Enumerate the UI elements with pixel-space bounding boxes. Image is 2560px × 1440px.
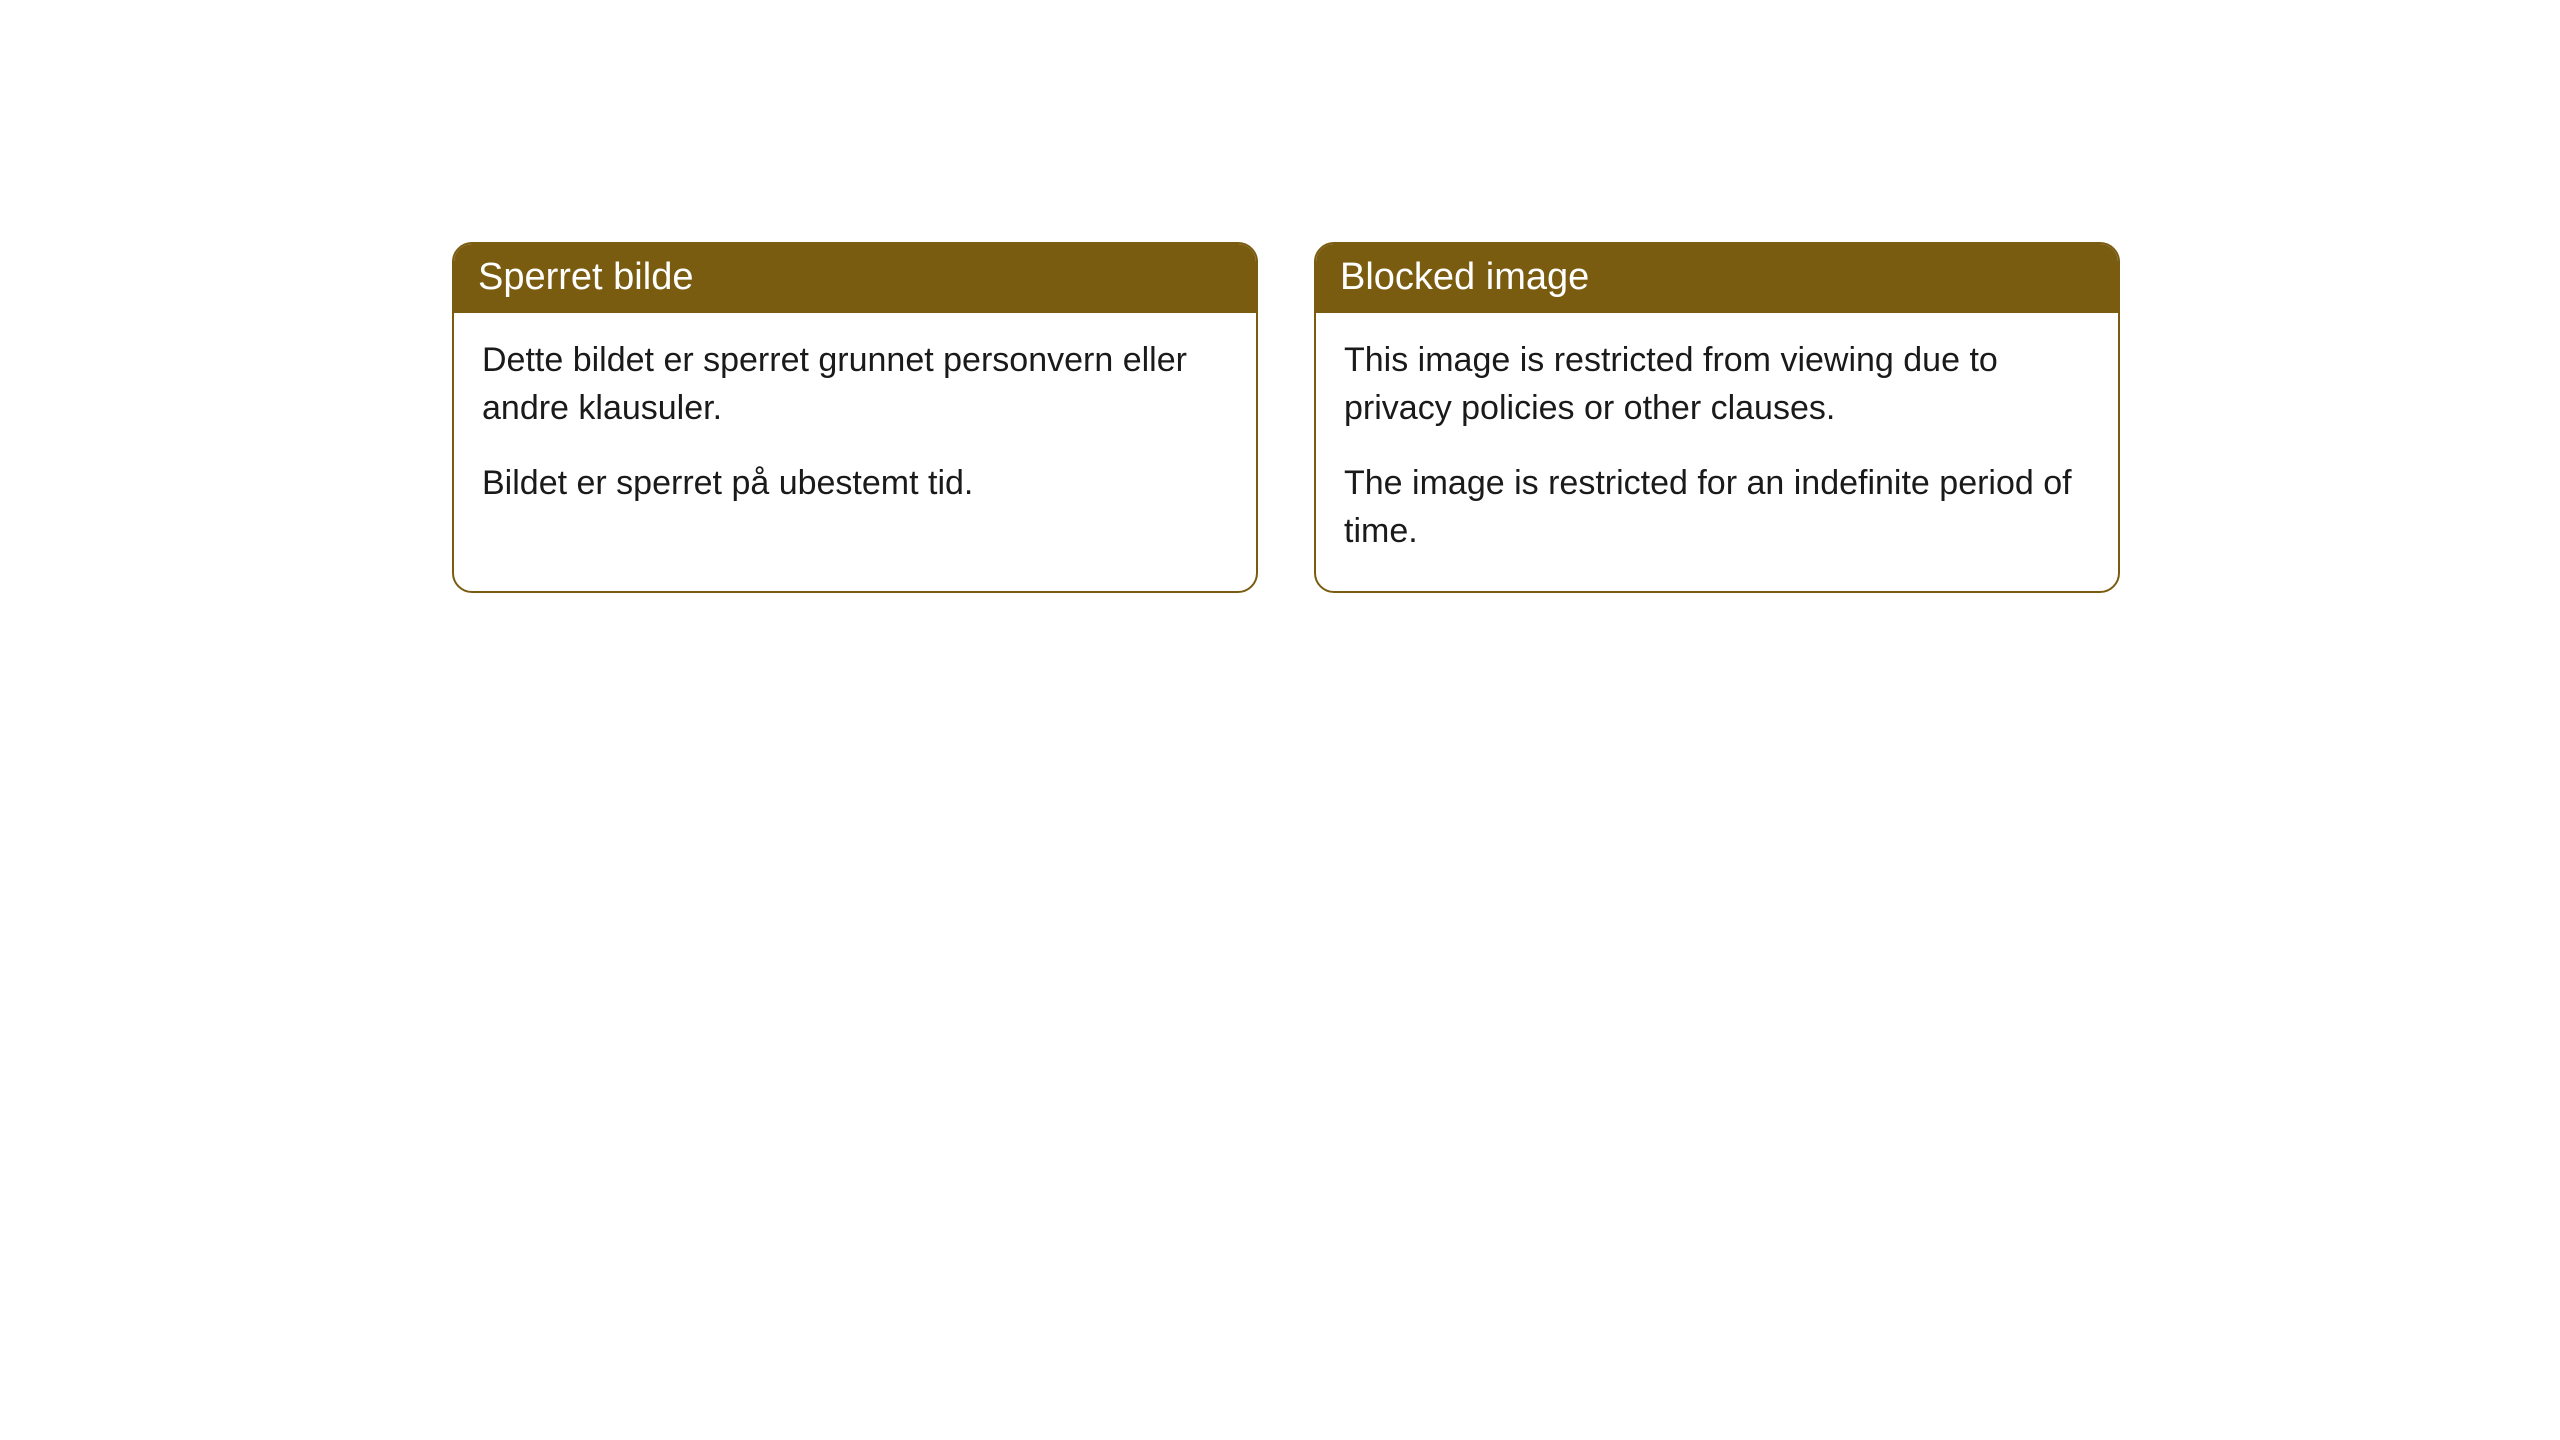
card-header-english: Blocked image xyxy=(1316,244,2118,313)
card-body-norwegian: Dette bildet er sperret grunnet personve… xyxy=(454,313,1256,544)
blocked-image-card-norwegian: Sperret bilde Dette bildet er sperret gr… xyxy=(452,242,1258,593)
blocked-image-card-english: Blocked image This image is restricted f… xyxy=(1314,242,2120,593)
card-body-english: This image is restricted from viewing du… xyxy=(1316,313,2118,591)
card-paragraph-2: Bildet er sperret på ubestemt tid. xyxy=(482,460,1228,508)
card-header-norwegian: Sperret bilde xyxy=(454,244,1256,313)
card-paragraph-2: The image is restricted for an indefinit… xyxy=(1344,460,2090,555)
notice-cards-container: Sperret bilde Dette bildet er sperret gr… xyxy=(452,242,2120,593)
card-paragraph-1: Dette bildet er sperret grunnet personve… xyxy=(482,337,1228,432)
card-paragraph-1: This image is restricted from viewing du… xyxy=(1344,337,2090,432)
